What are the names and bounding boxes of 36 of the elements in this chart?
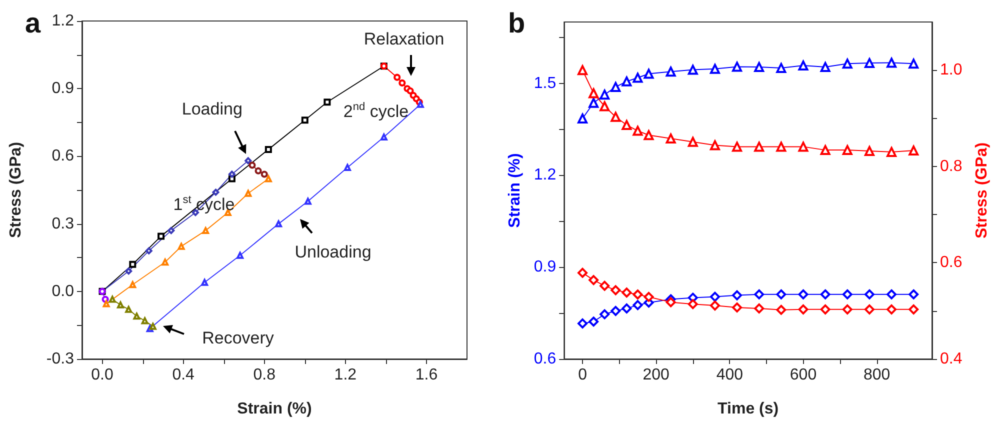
x-tick-label: 1.6	[415, 366, 438, 384]
x-tick-label: 400	[716, 366, 744, 384]
annotation: Relaxation	[364, 30, 444, 48]
y-tick-label: 0.9	[52, 80, 74, 98]
y-tick-label: 1.5	[534, 74, 556, 92]
y-tick-label: 0.0	[52, 282, 74, 300]
y-tick-label: 1.2	[52, 12, 74, 30]
y-tick-label: 0.6	[534, 350, 556, 368]
y-tick-label: 0.3	[52, 215, 74, 232]
x-tick-label: 0	[578, 366, 588, 384]
x-tick-label: 800	[863, 366, 890, 384]
x-tick-label: 200	[642, 366, 670, 384]
x-tick-label: 0.0	[91, 366, 114, 384]
x-tick-label: 600	[790, 366, 817, 384]
annotation: Loading	[182, 99, 242, 118]
y-axis-title: Stress (GPa)	[8, 142, 24, 238]
y2-axis-title: Stress (GPa)	[974, 142, 990, 239]
annotation: 2$^{nd}$ cycle	[343, 101, 409, 121]
x-axis-title: Strain (%)	[237, 400, 312, 418]
y2-tick-label: 0.8	[940, 158, 962, 175]
y2-tick-label: 1.0	[940, 62, 962, 79]
y-tick-label: 0.6	[52, 148, 74, 165]
y-tick-label: 1.2	[534, 166, 556, 184]
x-axis-title: Time (s)	[718, 400, 779, 418]
y-tick-label: 0.9	[534, 258, 556, 276]
x-tick-label: 0.8	[253, 366, 276, 384]
y-tick-label: -0.3	[46, 350, 74, 368]
y2-tick-label: 0.6	[940, 254, 962, 272]
x-tick-label: 1.2	[334, 366, 357, 384]
annotation: Recovery	[202, 328, 274, 348]
y-axis-title: Strain (%)	[506, 153, 524, 228]
chart-title: a	[25, 8, 41, 38]
annotation: Unloading	[294, 242, 372, 262]
y2-tick-label: 0.4	[940, 350, 962, 368]
x-tick-label: 0.4	[172, 366, 195, 384]
chart-title: b	[508, 8, 526, 38]
